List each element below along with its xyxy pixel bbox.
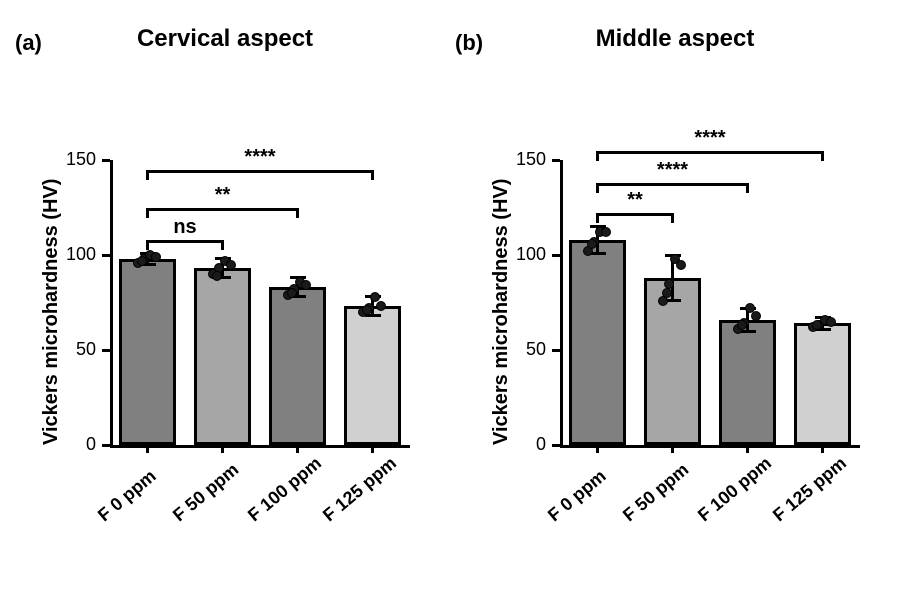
data-point (737, 320, 747, 330)
significance-bracket-drop (746, 183, 749, 193)
x-tick (296, 445, 299, 453)
y-tick (102, 349, 110, 352)
y-tick (552, 349, 560, 352)
x-tick-label: F 0 ppm (544, 466, 610, 526)
x-axis (110, 445, 410, 448)
y-tick (102, 444, 110, 447)
data-point (137, 256, 147, 266)
data-point (662, 288, 672, 298)
significance-bracket (598, 151, 823, 154)
x-tick (146, 445, 149, 453)
plot-area: 050100150Vickers microhardness (HV)F 0 p… (0, 0, 450, 600)
y-axis (560, 160, 563, 445)
bar (194, 268, 250, 445)
y-tick-label: 150 (54, 149, 96, 170)
y-tick (552, 159, 560, 162)
significance-bracket-drop (596, 151, 599, 161)
x-tick (221, 445, 224, 453)
x-tick (671, 445, 674, 453)
significance-label: ** (627, 189, 643, 212)
significance-label: **** (694, 127, 725, 150)
bar (344, 306, 400, 445)
x-tick (371, 445, 374, 453)
significance-bracket-drop (296, 208, 299, 218)
bar (119, 259, 175, 445)
y-tick (552, 254, 560, 257)
x-tick (596, 445, 599, 453)
panel-a: (a) Cervical aspect 050100150Vickers mic… (0, 0, 450, 600)
data-point (676, 260, 686, 270)
significance-bracket (148, 208, 298, 211)
data-point (226, 260, 236, 270)
significance-bracket (148, 170, 373, 173)
x-tick-label: F 50 ppm (619, 459, 693, 526)
data-point (370, 292, 380, 302)
y-tick (102, 159, 110, 162)
data-point (587, 239, 597, 249)
data-point (151, 252, 161, 262)
data-point (362, 305, 372, 315)
data-point (301, 280, 311, 290)
significance-bracket (598, 183, 748, 186)
significance-bracket-drop (596, 213, 599, 223)
x-tick-label: F 50 ppm (169, 459, 243, 526)
significance-bracket (598, 213, 673, 216)
y-tick-label: 150 (504, 149, 546, 170)
bar (794, 323, 850, 445)
data-point (601, 227, 611, 237)
y-tick (552, 444, 560, 447)
data-point (376, 301, 386, 311)
bar (569, 240, 625, 445)
data-point (212, 271, 222, 281)
x-axis (560, 445, 860, 448)
y-axis (110, 160, 113, 445)
significance-bracket-drop (146, 208, 149, 218)
significance-bracket-drop (221, 240, 224, 250)
data-point (287, 288, 297, 298)
x-tick-label: F 125 ppm (319, 453, 401, 526)
significance-bracket (148, 240, 223, 243)
significance-bracket-drop (671, 213, 674, 223)
x-tick-label: F 0 ppm (94, 466, 160, 526)
y-axis-label: Vickers microhardness (HV) (490, 179, 513, 445)
bar (644, 278, 700, 445)
bar (269, 287, 325, 445)
data-point (751, 311, 761, 321)
y-axis-label: Vickers microhardness (HV) (40, 179, 63, 445)
y-tick (102, 254, 110, 257)
bar (719, 320, 775, 445)
x-tick-label: F 100 ppm (694, 453, 776, 526)
significance-bracket-drop (596, 183, 599, 193)
x-tick (821, 445, 824, 453)
significance-label: ns (173, 216, 196, 239)
figure: (a) Cervical aspect 050100150Vickers mic… (0, 0, 901, 600)
data-point (664, 279, 674, 289)
plot-area: 050100150Vickers microhardness (HV)F 0 p… (450, 0, 900, 600)
x-tick (746, 445, 749, 453)
significance-label: ** (215, 184, 231, 207)
panel-b: (b) Middle aspect 050100150Vickers micro… (450, 0, 900, 600)
significance-bracket-drop (146, 170, 149, 180)
significance-bracket-drop (821, 151, 824, 161)
significance-bracket-drop (371, 170, 374, 180)
data-point (826, 317, 836, 327)
data-point (812, 320, 822, 330)
significance-label: **** (244, 146, 275, 169)
x-tick-label: F 125 ppm (769, 453, 851, 526)
significance-bracket-drop (146, 240, 149, 250)
significance-label: **** (657, 159, 688, 182)
x-tick-label: F 100 ppm (244, 453, 326, 526)
